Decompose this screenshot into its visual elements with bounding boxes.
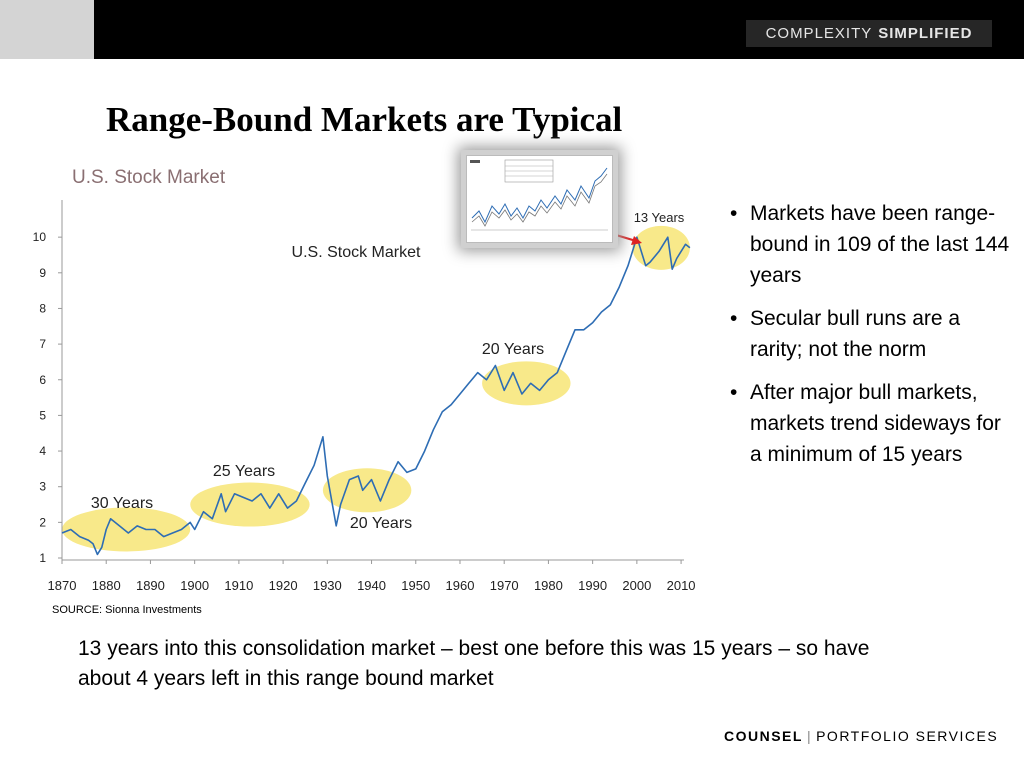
- x-tick-label: 1880: [92, 578, 121, 593]
- x-tick-label: 2010: [667, 578, 696, 593]
- range-highlight-ellipse: [62, 507, 191, 552]
- range-highlight-ellipse: [482, 361, 571, 406]
- y-tick-label: 7: [39, 337, 46, 351]
- y-tick-label: 5: [39, 408, 46, 422]
- x-tick-label: 1900: [180, 578, 209, 593]
- x-tick-label: 1990: [578, 578, 607, 593]
- footer-brand: COUNSEL | PORTFOLIO SERVICES: [724, 728, 998, 744]
- y-tick-label: 4: [39, 444, 46, 458]
- footnote-text: 13 years into this consolidation market …: [78, 637, 870, 690]
- footer-separator: |: [806, 728, 813, 744]
- red-arrow-head-icon: [631, 236, 642, 245]
- inset-thumbnail-chart: [466, 155, 613, 243]
- slide-title: Range-Bound Markets are Typical: [106, 100, 623, 139]
- x-tick-label: 1910: [224, 578, 253, 593]
- annotation-label: 20 Years: [482, 341, 544, 358]
- range-highlight-ellipse: [322, 468, 412, 513]
- y-tick-label: 2: [39, 515, 46, 529]
- x-tick-label: 1980: [534, 578, 563, 593]
- annotation-label: 20 Years: [350, 515, 412, 532]
- footer-brand-rest: PORTFOLIO SERVICES: [816, 728, 999, 744]
- series-line: [61, 236, 691, 556]
- header-brand-suffix: SIMPLIFIED: [878, 25, 973, 42]
- stock-market-chart: 1 2 3 4 5 6 7 8 9 10 1870 1880 1890 1900 1910 1920 1930 1…: [33, 200, 696, 593]
- header-brand-prefix: COMPLEXITY: [765, 25, 873, 42]
- y-tick-label: 9: [39, 266, 46, 280]
- thumbnail-chart-icon: [470, 159, 608, 231]
- bullet-item: After major bull markets, markets trend …: [730, 377, 1010, 470]
- source-note: SOURCE: Sionna Investments: [52, 604, 202, 616]
- x-tick-label: 1950: [401, 578, 430, 593]
- annotation-label: 13 Years: [634, 210, 685, 225]
- chart-caption: U.S. Stock Market: [72, 167, 226, 188]
- bullet-list: Markets have been range-bound in 109 of …: [730, 198, 1010, 482]
- annotation-label: 30 Years: [91, 495, 153, 512]
- y-tick-label: 8: [39, 301, 46, 315]
- header-bar: COMPLEXITY SIMPLIFIED: [0, 0, 1024, 59]
- header-brand: COMPLEXITY SIMPLIFIED: [746, 20, 992, 47]
- range-highlight-ellipse: [190, 482, 310, 527]
- header-grey-block: [0, 0, 94, 59]
- x-tick-label: 1970: [490, 578, 519, 593]
- x-tick-label: 1920: [269, 578, 298, 593]
- annotation-label: 25 Years: [213, 463, 275, 480]
- chart-inner-title: U.S. Stock Market: [292, 244, 421, 261]
- bullet-item: Secular bull runs are a rarity; not the …: [730, 303, 1010, 365]
- y-tick-label: 1: [39, 551, 46, 565]
- x-tick-label: 1960: [446, 578, 475, 593]
- x-tick-label: 1930: [313, 578, 342, 593]
- y-tick-label: 3: [39, 480, 46, 494]
- x-tick-label: 1940: [357, 578, 386, 593]
- footer-brand-bold: COUNSEL: [724, 728, 803, 744]
- y-tick-label: 6: [39, 373, 46, 387]
- bullet-item: Markets have been range-bound in 109 of …: [730, 198, 1010, 291]
- x-tick-label: 1890: [136, 578, 165, 593]
- x-tick-label: 2000: [622, 578, 651, 593]
- x-tick-label: 1870: [48, 578, 77, 593]
- y-tick-label: 10: [33, 230, 47, 244]
